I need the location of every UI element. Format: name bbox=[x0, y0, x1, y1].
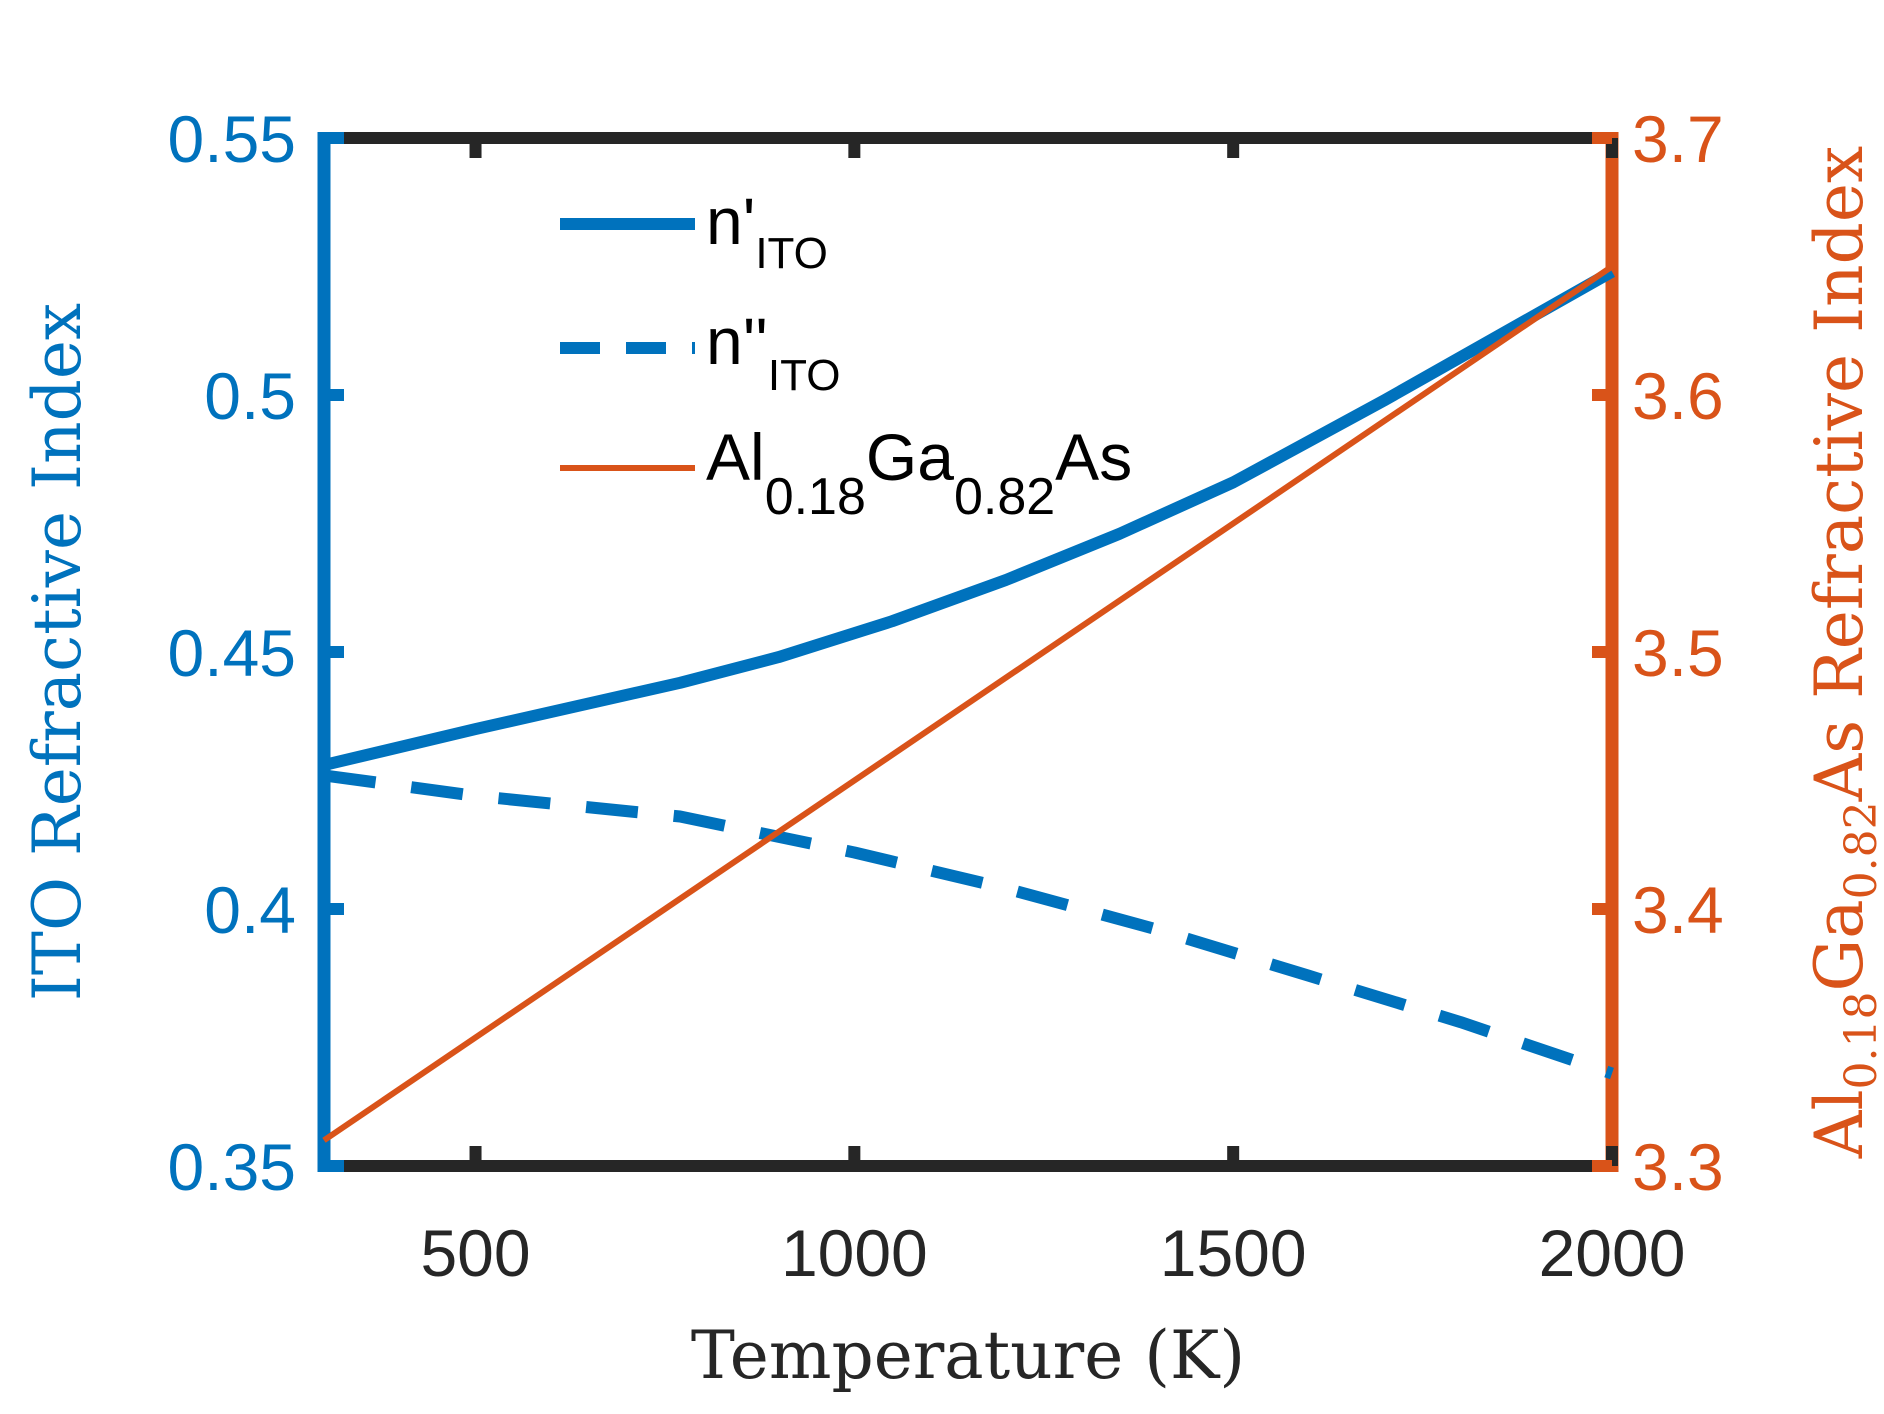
series-layer bbox=[322, 264, 1615, 1143]
x-tick-label-1000: 1000 bbox=[781, 1216, 928, 1290]
y-right-axis-label: Al0.18Ga0.82As Refractive Index bbox=[1801, 146, 1884, 1159]
x-tick-label-2000: 2000 bbox=[1539, 1216, 1686, 1290]
y-right-tick-label-3.4: 3.4 bbox=[1632, 873, 1724, 947]
ticks-layer: 500 1000 1500 2000 0.35 0.4 0.45 0.5 0.55 3.3 3.4 3… bbox=[168, 102, 1724, 1290]
x-tick-label-1500: 1500 bbox=[1160, 1216, 1307, 1290]
y-left-tick-label-0.5: 0.5 bbox=[204, 359, 296, 433]
y-right-tick-label-3.3: 3.3 bbox=[1632, 1130, 1724, 1204]
legend-n-double-prime-main: n'' bbox=[706, 304, 768, 378]
series-algaas bbox=[322, 264, 1614, 1143]
y-right-tick-label-3.6: 3.6 bbox=[1632, 359, 1724, 433]
legend-label-n-double-prime: n''ITO bbox=[706, 304, 840, 400]
y-right-label-sub1: 0.18 bbox=[1836, 991, 1884, 1089]
plot-frame bbox=[317, 132, 1619, 1172]
legend-n-prime-sub: ITO bbox=[755, 229, 828, 278]
legend-algaas-sub2: 0.82 bbox=[954, 468, 1055, 526]
legend: n'ITO n''ITO Al0.18Ga0.82As bbox=[560, 184, 1132, 526]
y-left-tick-label-0.35: 0.35 bbox=[168, 1130, 296, 1204]
series-n-prime-ito bbox=[322, 266, 1615, 771]
legend-n-prime-main: n' bbox=[706, 184, 755, 258]
legend-algaas-as: As bbox=[1055, 420, 1132, 494]
y-right-tick-label-3.7: 3.7 bbox=[1632, 102, 1724, 176]
x-axis-label: Temperature (K) bbox=[691, 1317, 1245, 1394]
y-right-label-sub2: 0.82 bbox=[1836, 801, 1884, 899]
legend-algaas-sub1: 0.18 bbox=[765, 468, 866, 526]
y-right-label-al: Al bbox=[1801, 1089, 1878, 1159]
legend-algaas-al: Al bbox=[706, 420, 765, 494]
y-right-label-ga: Ga bbox=[1801, 899, 1878, 991]
y-left-tick-label-0.4: 0.4 bbox=[204, 873, 296, 947]
y-left-axis-label: ITO Refractive Index bbox=[19, 303, 96, 1001]
legend-label-algaas: Al0.18Ga0.82As bbox=[706, 420, 1132, 526]
legend-algaas-ga: Ga bbox=[866, 420, 954, 494]
y-left-tick-label-0.55: 0.55 bbox=[168, 102, 296, 176]
y-left-tick-label-0.45: 0.45 bbox=[168, 616, 296, 690]
legend-label-n-prime: n'ITO bbox=[706, 184, 828, 278]
x-tick-label-500: 500 bbox=[420, 1216, 530, 1290]
series-n-double-prime-ito bbox=[323, 769, 1614, 1080]
y-right-label-end: As Refractive Index bbox=[1801, 146, 1878, 803]
legend-n-double-prime-sub: ITO bbox=[768, 351, 841, 400]
y-right-tick-label-3.5: 3.5 bbox=[1632, 616, 1724, 690]
